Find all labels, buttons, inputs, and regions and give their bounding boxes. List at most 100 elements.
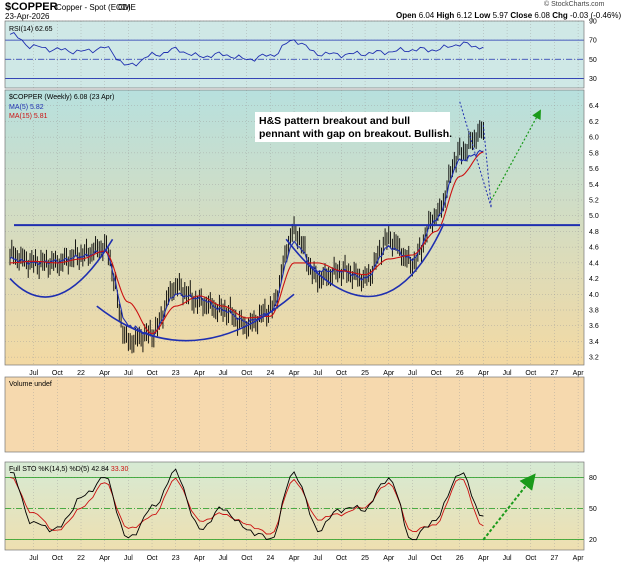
x-tick-label: Jul — [219, 555, 228, 562]
x-tick-label: 23 — [172, 370, 180, 377]
x-tick-label: Oct — [431, 555, 442, 562]
sto-k-value: 42.84 — [91, 466, 109, 473]
sto-panel — [5, 462, 584, 550]
x-tick-label: Apr — [573, 555, 585, 562]
x-tick-label: 26 — [456, 370, 464, 377]
price-y-tick: 6.2 — [589, 119, 599, 126]
low-value: 5.97 — [492, 11, 509, 20]
price-y-tick: 5.0 — [589, 213, 599, 220]
open-value: 6.04 — [418, 11, 435, 20]
x-tick-label: Jul — [29, 370, 38, 377]
ohlc-readout: Open 6.04 High 6.12 Low 5.97 Close 6.08 … — [396, 11, 621, 20]
x-tick-label: Jul — [503, 370, 512, 377]
annotation-text: H&S pattern breakout and bull pennant wit… — [259, 115, 452, 140]
x-tick-label: Oct — [525, 370, 536, 377]
price-y-tick: 6.4 — [589, 103, 599, 110]
price-y-tick: 3.2 — [589, 355, 599, 362]
high-label: High — [436, 11, 455, 20]
price-y-tick: 5.4 — [589, 182, 599, 189]
ma15-legend: MA(15) 5.81 — [9, 113, 48, 120]
price-y-tick: 3.4 — [589, 339, 599, 346]
x-tick-label: Oct — [147, 555, 158, 562]
price-y-tick: 4.4 — [589, 260, 599, 267]
sto-y-tick: 20 — [589, 537, 597, 544]
price-y-tick: 3.6 — [589, 323, 599, 330]
price-y-tick: 3.8 — [589, 308, 599, 315]
rsi-y-tick: 90 — [589, 19, 597, 26]
price-y-tick: 5.2 — [589, 198, 599, 205]
close-value: 6.08 — [534, 11, 550, 20]
price-y-tick: 5.8 — [589, 150, 599, 157]
x-tick-label: 24 — [266, 370, 274, 377]
right-shoulder-arc — [285, 223, 445, 298]
x-tick-label: 25 — [361, 370, 369, 377]
rsi-y-tick: 50 — [589, 57, 597, 64]
x-tick-label: Oct — [52, 555, 63, 562]
price-y-tick: 4.6 — [589, 245, 599, 252]
sto-y-tick: 50 — [589, 506, 597, 513]
symbol-description: Copper - Spot (EOD) — [56, 3, 131, 12]
sto-d-value: 33.30 — [111, 466, 129, 473]
x-tick-label: Apr — [194, 555, 206, 562]
sto-y-tick: 80 — [589, 475, 597, 482]
low-label: Low — [474, 11, 491, 20]
volume-panel — [5, 377, 584, 452]
exchange-label: CME — [118, 3, 136, 12]
x-tick-label: Oct — [52, 370, 63, 377]
price-y-tick: 4.2 — [589, 276, 599, 283]
x-tick-label: Jul — [408, 370, 417, 377]
x-tick-label: Oct — [241, 555, 252, 562]
price-y-tick: 4.8 — [589, 229, 599, 236]
sto-legend-label: Full STO %K(14,5) %D(5) — [9, 466, 89, 473]
head-arc — [96, 293, 295, 342]
price-legend: $COPPER (Weekly) 6.08 (23 Apr) — [9, 94, 114, 101]
chart-date: 23-Apr-2026 — [5, 12, 50, 21]
sto-k-line — [9, 468, 484, 541]
rsi-y-tick: 70 — [589, 38, 597, 45]
sto-legend: Full STO %K(14,5) %D(5) 42.84 33.30 — [9, 466, 128, 473]
stockcharts-brand: © StockCharts.com — [544, 1, 605, 8]
price-target-arrow — [490, 109, 541, 201]
annotation-box — [255, 112, 450, 142]
x-tick-label: Jul — [124, 370, 133, 377]
close-label: Close — [510, 11, 533, 20]
x-tick-label: Apr — [383, 370, 395, 377]
x-tick-label: Oct — [336, 555, 347, 562]
x-tick-label: Oct — [431, 370, 442, 377]
x-tick-label: 22 — [77, 555, 85, 562]
x-tick-label: Apr — [383, 555, 395, 562]
x-tick-label: Jul — [503, 555, 512, 562]
volume-legend: Volume undef — [9, 381, 52, 388]
symbol-title: $COPPER — [5, 1, 58, 13]
x-tick-label: 27 — [551, 370, 559, 377]
x-tick-label: Jul — [408, 555, 417, 562]
x-tick-label: Apr — [573, 370, 585, 377]
x-tick-label: 24 — [266, 555, 274, 562]
left-shoulder-arc — [9, 238, 114, 298]
x-tick-label: 27 — [551, 555, 559, 562]
rsi-y-tick: 30 — [589, 76, 597, 83]
x-tick-label: Jul — [219, 370, 228, 377]
x-tick-label: Apr — [99, 555, 111, 562]
x-tick-label: Apr — [194, 370, 206, 377]
x-tick-label: 22 — [77, 370, 85, 377]
x-tick-label: Oct — [336, 370, 347, 377]
x-tick-label: Jul — [313, 370, 322, 377]
sto-arrow — [482, 473, 536, 541]
x-tick-label: Apr — [289, 555, 301, 562]
chg-value: -0.03 (-0.46%) — [570, 11, 622, 20]
x-tick-label: Apr — [289, 370, 301, 377]
x-tick-label: 25 — [361, 555, 369, 562]
x-tick-label: Oct — [241, 370, 252, 377]
ma5-legend: MA(5) 5.82 — [9, 104, 44, 111]
price-y-tick: 5.6 — [589, 166, 599, 173]
bull-pennant — [459, 101, 492, 208]
chg-label: Chg — [552, 11, 568, 20]
high-value: 6.12 — [456, 11, 473, 20]
x-tick-label: 23 — [172, 555, 180, 562]
price-y-tick: 4.0 — [589, 292, 599, 299]
open-label: Open — [396, 11, 417, 20]
rsi-panel — [5, 21, 584, 88]
x-tick-label: Apr — [99, 370, 111, 377]
